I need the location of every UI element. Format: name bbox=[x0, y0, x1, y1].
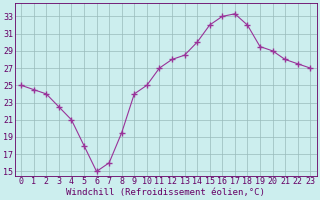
X-axis label: Windchill (Refroidissement éolien,°C): Windchill (Refroidissement éolien,°C) bbox=[66, 188, 265, 197]
